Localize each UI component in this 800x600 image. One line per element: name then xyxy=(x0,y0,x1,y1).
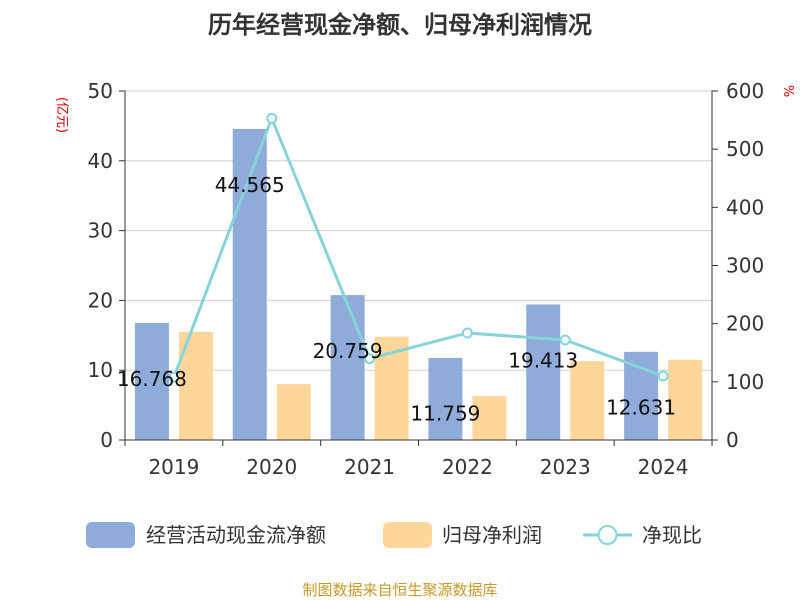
right-tick-label: 200 xyxy=(726,312,764,336)
bar-operating-cashflow xyxy=(428,357,463,440)
data-label-operating-cashflow: 20.759 xyxy=(313,339,383,363)
left-tick-label: 10 xyxy=(88,358,113,382)
bar-operating-cashflow xyxy=(134,322,169,440)
legend-label-net-profit: 归母净利润 xyxy=(442,523,542,547)
legend-label-operating-cashflow: 经营活动现金流净额 xyxy=(146,523,326,547)
left-tick-label: 50 xyxy=(88,79,113,103)
ratio-point xyxy=(461,327,473,339)
left-tick-label: 20 xyxy=(88,288,113,312)
right-tick-label: 500 xyxy=(726,137,764,161)
data-label-operating-cashflow: 19.413 xyxy=(508,348,578,372)
bar-operating-cashflow xyxy=(330,295,365,440)
bar-net-profit xyxy=(276,384,311,440)
data-label-operating-cashflow: 11.759 xyxy=(410,402,480,426)
legend-swatch-net-profit xyxy=(383,522,432,548)
legend-swatch-ratio-marker xyxy=(597,525,618,545)
x-tick-label: 2022 xyxy=(442,455,493,479)
x-tick-label: 2024 xyxy=(638,455,689,479)
x-tick-label: 2019 xyxy=(148,455,199,479)
bar-net-profit xyxy=(668,359,703,440)
data-labels: 16.768 44.565 20.759 11.759 19.413 12.631 xyxy=(117,173,676,426)
data-label-operating-cashflow: 16.768 xyxy=(117,367,187,391)
right-tick-label: 100 xyxy=(726,370,764,394)
bar-operating-cashflow xyxy=(526,304,561,440)
right-tick-label: 400 xyxy=(726,195,764,219)
ratio-line-path xyxy=(172,114,664,378)
x-tick-label: 2020 xyxy=(246,455,297,479)
legend-swatch-operating-cashflow xyxy=(86,522,135,548)
gridlines xyxy=(125,90,712,441)
ratio-point xyxy=(266,112,278,124)
right-tick-label: 300 xyxy=(726,254,764,278)
right-tick-label: 600 xyxy=(726,79,764,103)
x-tick-label: 2021 xyxy=(344,455,395,479)
right-axis-unit: % xyxy=(780,85,795,97)
left-tick-label: 0 xyxy=(100,428,113,452)
right-tick-label: 0 xyxy=(726,428,739,452)
source-note: 制图数据来自恒生聚源数据库 xyxy=(302,581,497,599)
legend: 经营活动现金流净额 归母净利润 净现比 xyxy=(86,522,702,548)
chart-title: 历年经营现金净额、归母净利润情况 xyxy=(208,11,592,39)
data-label-operating-cashflow: 12.631 xyxy=(606,396,676,420)
left-tick-label: 40 xyxy=(88,149,113,173)
ratio-line xyxy=(168,112,669,383)
ratio-point xyxy=(364,353,376,365)
ratio-point xyxy=(168,371,180,383)
legend-label-ratio: 净现比 xyxy=(642,523,702,547)
bars xyxy=(134,128,703,441)
bar-net-profit xyxy=(570,361,605,440)
x-tick-label: 2023 xyxy=(540,455,591,479)
bar-net-profit xyxy=(472,396,507,440)
ratio-point xyxy=(559,334,571,346)
ratio-point xyxy=(657,370,669,382)
left-axis-unit: (亿元) xyxy=(54,97,69,133)
left-tick-label: 30 xyxy=(88,219,113,243)
data-label-operating-cashflow: 44.565 xyxy=(215,173,285,197)
